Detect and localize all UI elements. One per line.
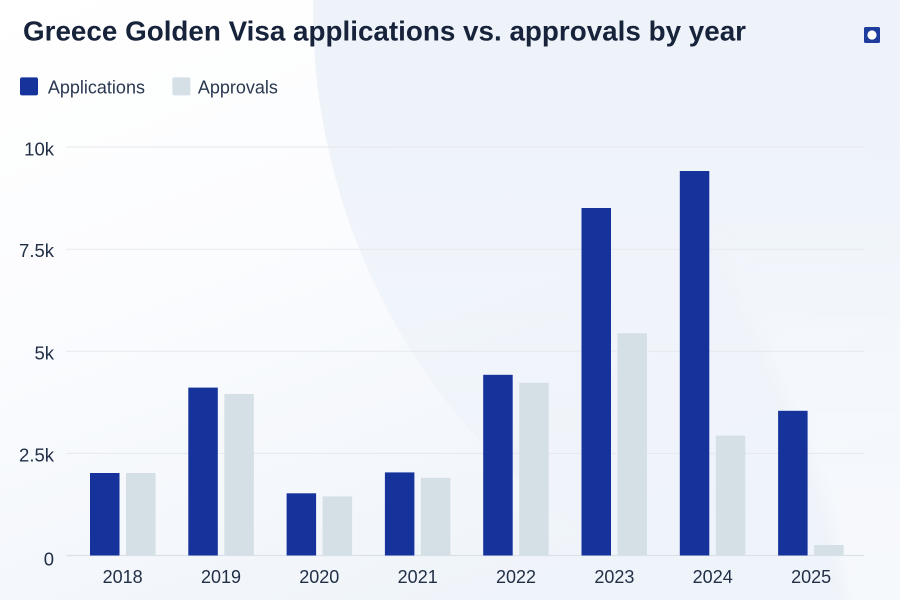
svg-text:2022: 2022 [496, 567, 536, 587]
svg-text:2024: 2024 [693, 567, 733, 587]
svg-text:10k: 10k [24, 138, 55, 159]
svg-text:5k: 5k [34, 342, 54, 363]
svg-text:2018: 2018 [103, 567, 143, 587]
svg-text:2.5k: 2.5k [19, 445, 55, 466]
svg-text:2019: 2019 [201, 567, 241, 587]
svg-text:Approvals: Approvals [198, 78, 278, 98]
svg-text:2023: 2023 [594, 567, 634, 587]
svg-text:2025: 2025 [791, 567, 831, 587]
svg-text:2021: 2021 [398, 567, 438, 587]
svg-text:2020: 2020 [299, 567, 339, 587]
svg-text:Applications: Applications [48, 78, 145, 98]
svg-text:7.5k: 7.5k [19, 240, 55, 261]
svg-text:Greece Golden Visa application: Greece Golden Visa applications vs. appr… [23, 15, 746, 46]
svg-text:0: 0 [44, 548, 54, 569]
